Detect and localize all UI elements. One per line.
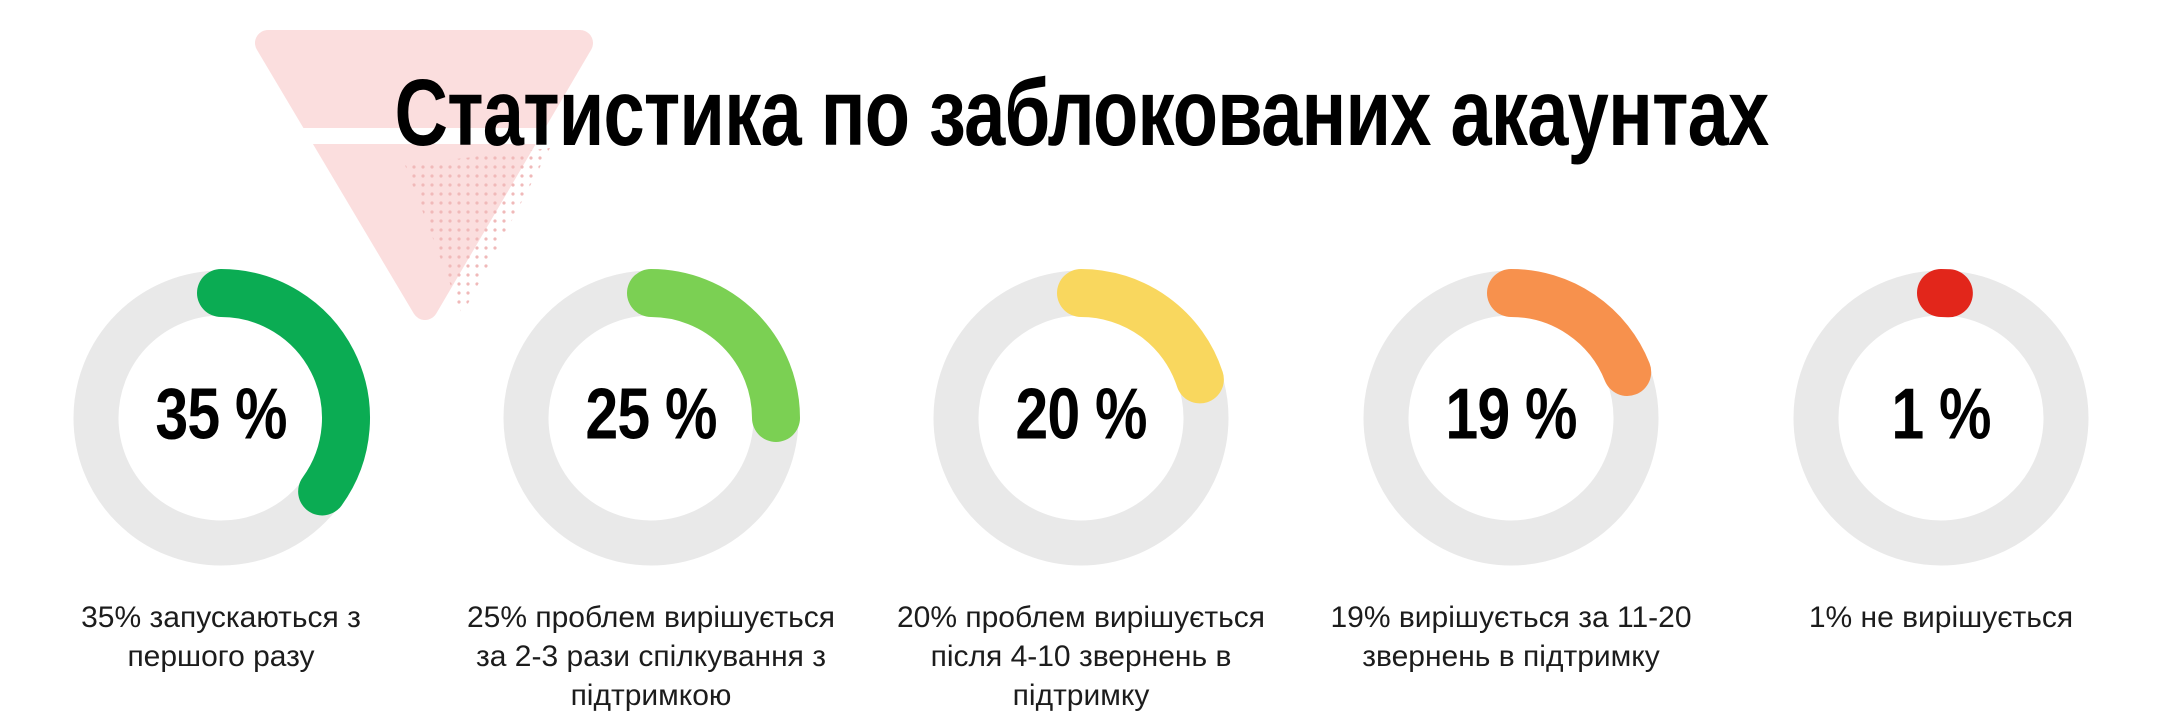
donut-arc — [197, 269, 370, 516]
gauge: 19 % 19% вирішується за 11-20 звернень в… — [1296, 268, 1726, 715]
donut-chart: 25 % — [501, 268, 801, 568]
gauge-caption: 20% проблем вирішується після 4-10 зверн… — [896, 601, 1265, 712]
gauge: 1 % 1% не вирішується — [1726, 268, 2156, 715]
donut-arc — [627, 269, 800, 442]
gauge: 25 % 25% проблем вирішується за 2-3 рази… — [436, 268, 866, 715]
gauge: 20 % 20% проблем вирішується після 4-10 … — [866, 268, 1296, 715]
donut-chart: 20 % — [931, 268, 1231, 568]
gauge-value-label: 20 % — [1015, 374, 1147, 455]
donut-chart: 1 % — [1791, 268, 2091, 568]
gauge-caption: 35% запускаються з першого разу — [81, 601, 361, 673]
donut-chart: 35 % — [71, 268, 371, 568]
gauge-value-label: 25 % — [585, 374, 717, 455]
funnel-decoration — [250, 30, 610, 320]
funnel-dots — [405, 148, 550, 315]
donut-ring — [73, 269, 370, 566]
gauge-value-label: 1 % — [1891, 374, 1991, 455]
gauge-caption: 19% вирішується за 11-20 звернень в підт… — [1330, 601, 1692, 673]
donut-ring — [503, 269, 800, 566]
gauge-value-label: 19 % — [1445, 374, 1577, 455]
gauge: 35 % 35% запускаються з першого разу — [6, 268, 436, 715]
page-title: Статистика по заблокованих акаунтах — [394, 60, 1770, 166]
donut-arc — [1487, 269, 1652, 396]
gauges-row: 35 % 35% запускаються з першого разу 25 … — [6, 268, 2156, 715]
gauge-caption: 25% проблем вирішується за 2-3 рази спіл… — [466, 601, 835, 712]
donut-arc — [1057, 269, 1224, 404]
donut-ring — [1363, 269, 1659, 566]
donut-chart: 19 % — [1361, 268, 1661, 568]
funnel-stripe — [250, 128, 610, 144]
gauge-value-label: 35 % — [155, 374, 287, 455]
donut-ring — [933, 269, 1229, 566]
donut-ring — [1793, 269, 2089, 566]
gauge-caption: 1% не вирішується — [1808, 601, 2074, 634]
